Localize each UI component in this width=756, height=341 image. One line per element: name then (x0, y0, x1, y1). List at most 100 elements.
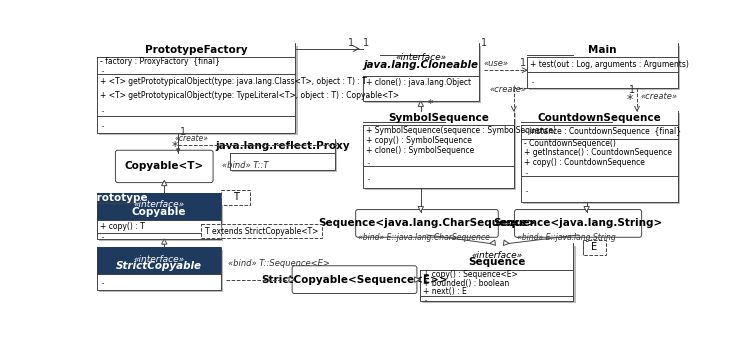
Text: «create»: «create» (641, 92, 678, 101)
Text: Client: Client (533, 44, 568, 54)
Text: + SymbolSequence(sequence : SymbolSequence): + SymbolSequence(sequence : SymbolSequen… (366, 125, 556, 135)
Text: + test(out : Log, arguments : Arguments): + test(out : Log, arguments : Arguments) (530, 60, 689, 69)
Polygon shape (289, 277, 294, 282)
Bar (423, 246, 576, 303)
Bar (97, 193, 139, 203)
Bar (365, 46, 482, 103)
Bar (420, 243, 574, 270)
Polygon shape (418, 101, 423, 106)
Text: *: * (428, 99, 433, 109)
Text: «bind» E::java.lang.CharSequence: «bind» E::java.lang.CharSequence (358, 233, 490, 241)
Text: PrototypeFactory: PrototypeFactory (144, 45, 247, 55)
Text: ..: .. (524, 167, 528, 176)
Bar (232, 141, 337, 172)
Text: «bind» E::java.lang.String: «bind» E::java.lang.String (517, 233, 615, 241)
Polygon shape (503, 240, 509, 246)
Bar (363, 111, 514, 188)
Text: Copyable<T>: Copyable<T> (125, 161, 204, 172)
Polygon shape (162, 180, 167, 186)
Bar (363, 111, 445, 122)
Text: ..: .. (100, 278, 104, 286)
Text: «create»: «create» (490, 85, 527, 94)
Text: ..: .. (366, 157, 370, 166)
Text: java.lang.reflect.Proxy: java.lang.reflect.Proxy (215, 140, 350, 151)
Text: ..: .. (100, 231, 104, 240)
FancyBboxPatch shape (515, 210, 642, 237)
Text: Sequence<java.lang.CharSequence>: Sequence<java.lang.CharSequence> (318, 218, 536, 228)
Text: «interface»: «interface» (395, 53, 446, 61)
Bar (420, 243, 574, 301)
Text: «interface»: «interface» (471, 251, 522, 260)
Text: ..: .. (524, 184, 528, 194)
Text: 1: 1 (348, 38, 354, 47)
Text: ..: .. (100, 120, 104, 129)
Text: ..: .. (100, 105, 104, 114)
FancyBboxPatch shape (292, 266, 417, 294)
Text: ..: .. (423, 294, 428, 303)
Text: Sequence: Sequence (468, 257, 525, 267)
Bar (230, 139, 335, 152)
Text: *: * (627, 92, 633, 105)
Bar (521, 111, 612, 122)
Text: T extends StrictCopyable<T>: T extends StrictCopyable<T> (205, 227, 318, 236)
Bar (365, 113, 516, 190)
Text: + bounded() : boolean: + bounded() : boolean (423, 279, 510, 287)
Bar (99, 195, 142, 206)
Bar (363, 111, 445, 122)
Text: + copy() : CountdownSequence: + copy() : CountdownSequence (524, 158, 645, 167)
Polygon shape (162, 239, 167, 244)
Bar (527, 43, 678, 57)
Text: ConcretePrototype: ConcretePrototype (511, 112, 622, 121)
Bar (521, 111, 612, 122)
Text: «interface»: «interface» (133, 200, 184, 209)
Bar (527, 43, 678, 88)
Text: «create»: «create» (175, 134, 209, 143)
Bar (521, 111, 678, 125)
Text: ConcretePrototype: ConcretePrototype (348, 112, 460, 121)
Bar (201, 224, 321, 238)
Bar (382, 46, 430, 57)
Bar (529, 46, 576, 57)
Text: Main: Main (588, 45, 617, 55)
Text: Prototype: Prototype (88, 193, 147, 203)
Bar (521, 111, 678, 202)
Text: E: E (591, 242, 597, 252)
Bar (380, 43, 428, 55)
Text: ..: .. (530, 76, 534, 85)
Bar (97, 247, 221, 274)
Text: ..: .. (100, 65, 104, 74)
Polygon shape (418, 206, 423, 212)
Text: - factory : ProxyFactory  {final}: - factory : ProxyFactory {final} (100, 57, 220, 66)
Bar (97, 193, 139, 203)
Bar (97, 193, 221, 239)
Text: CountdownSequence: CountdownSequence (538, 113, 662, 123)
Bar (97, 43, 296, 133)
FancyBboxPatch shape (355, 210, 498, 237)
Polygon shape (176, 149, 180, 152)
Bar (99, 250, 223, 292)
Text: StrictCopyable<Sequence<E>>: StrictCopyable<Sequence<E>> (262, 275, 448, 285)
Polygon shape (414, 277, 420, 282)
Bar (97, 247, 221, 290)
Text: 1: 1 (180, 127, 186, 137)
Text: + clone() : java.lang.Object: + clone() : java.lang.Object (366, 78, 471, 87)
Text: - CountdownSequence(): - CountdownSequence() (524, 139, 615, 148)
Bar (221, 190, 250, 205)
Bar (97, 43, 296, 57)
Text: ..: .. (366, 173, 370, 182)
Bar (527, 43, 574, 55)
Text: java.lang.Cloneable: java.lang.Cloneable (364, 60, 479, 71)
Text: + copy() : T: + copy() : T (100, 222, 144, 231)
Text: SymbolSequence: SymbolSequence (388, 113, 488, 123)
Text: 1: 1 (364, 38, 370, 47)
Text: ..: .. (233, 157, 238, 165)
Text: + copy() : Sequence<E>: + copy() : Sequence<E> (423, 270, 518, 279)
Bar (523, 113, 615, 124)
Text: «use»: «use» (484, 59, 509, 68)
Text: + <T> getPrototypicalObject(type: TypeLiteral<T>, object : T) : Copyable<T>: + <T> getPrototypicalObject(type: TypeLi… (100, 91, 399, 100)
Bar (523, 113, 680, 204)
Bar (583, 240, 606, 255)
Text: «bind» T::T: «bind» T::T (222, 161, 269, 170)
Polygon shape (584, 206, 590, 212)
Bar (363, 43, 479, 101)
